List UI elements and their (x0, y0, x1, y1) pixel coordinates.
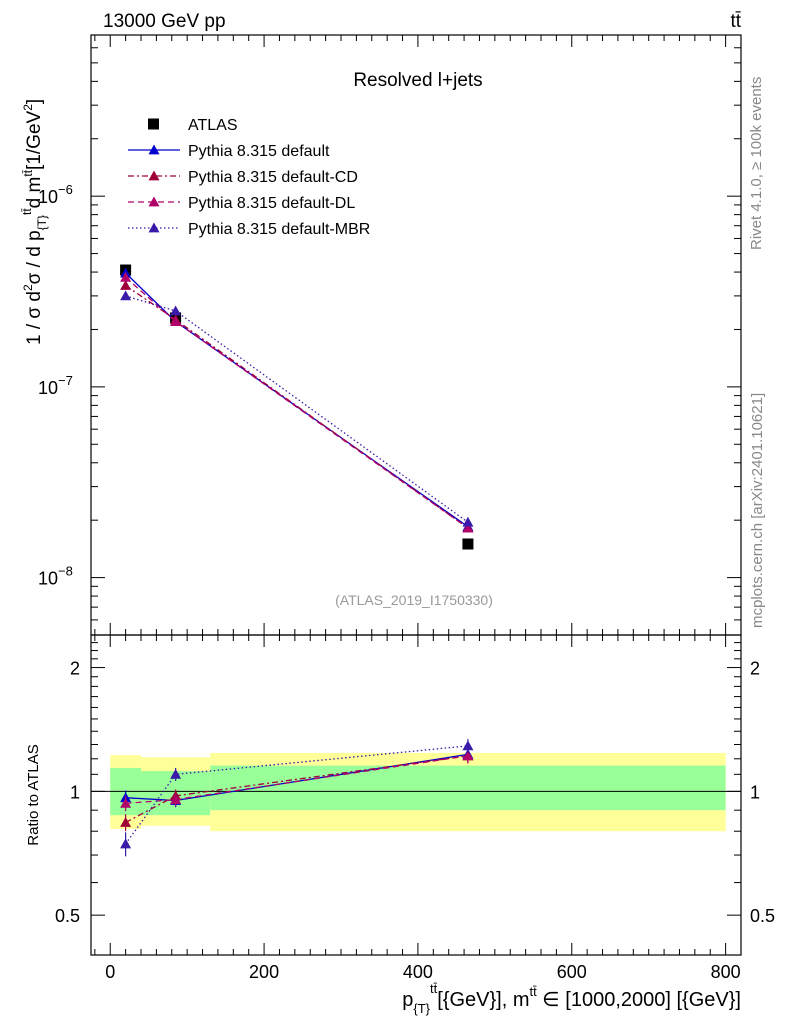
x-axis-label: p{T}tt̄[{GeV}], mtt̄ ∈ [1000,2000] [{GeV… (402, 981, 741, 1016)
legend-label: Pythia 8.315 default-CD (188, 169, 358, 186)
ratio-series-line (125, 745, 468, 845)
main-series (120, 264, 474, 550)
y-tick-base: 10 (38, 378, 58, 398)
ratio-marker (120, 816, 132, 827)
y-tick-label: 10−6 (38, 182, 73, 207)
ratio-y-axis-label: Ratio to ATLAS (25, 744, 42, 845)
header-process-label: tt̄ (730, 11, 741, 32)
xlabel-range: ∈ [1000,2000] [{GeV}] (537, 989, 741, 1011)
x-tick-label: 400 (403, 962, 433, 982)
ratio-uncertainty-bands (110, 752, 726, 832)
ratio-series (120, 739, 474, 857)
y-tick-base: 10 (38, 187, 58, 207)
axis-ticks (91, 34, 742, 956)
x-tick-label: 0 (105, 962, 115, 982)
series-marker (462, 522, 474, 533)
series-marker (120, 280, 132, 290)
ylabel-close: ] (24, 99, 45, 104)
ylabel-d: d m (24, 177, 45, 209)
x-tick-label: 600 (557, 962, 587, 982)
ylabel-sup2: 2 (21, 284, 35, 291)
ratio-tick-label-left: 2 (70, 659, 80, 679)
ratio-marker (170, 768, 182, 779)
y-tick-base: 10 (38, 569, 58, 589)
ratio-marker (120, 838, 132, 849)
ratio-plot-frame (90, 634, 742, 956)
ratio-tick-label-right: 0.5 (750, 906, 775, 926)
mcplots-label: mcplots.cern.ch [arXiv:2401.10621] (749, 393, 766, 628)
legend-marker (148, 196, 160, 207)
y-tick-exponent: −8 (58, 564, 73, 579)
ylabel-sup3: tt̄ (20, 208, 34, 215)
ratio-tick-label-left: 1 (70, 782, 80, 802)
ylabel-sup4: tt̄ (21, 169, 35, 176)
ratio-marker (462, 750, 474, 761)
legend-label: Pythia 8.315 default-DL (188, 195, 355, 212)
ratio-marker (462, 740, 474, 751)
x-tick-label: 800 (711, 962, 741, 982)
series-marker (462, 516, 474, 527)
series-marker (120, 290, 132, 301)
rivet-version-label: Rivet 4.1.0, ≥ 100k events (748, 77, 765, 250)
series-marker (170, 316, 182, 326)
ratio-tick-label-right: 2 (750, 659, 760, 679)
legend: ATLAS Pythia 8.315 default Pythia 8.315 de… (128, 117, 370, 238)
y-tick-exponent: −6 (58, 182, 73, 197)
x-tick-label: 200 (249, 962, 279, 982)
legend-label: Pythia 8.315 default (188, 143, 330, 160)
xlabel-psub: {T} (413, 1001, 430, 1016)
y-tick-exponent: −7 (58, 373, 73, 388)
series-line (125, 295, 469, 523)
ylabel-sub1: {T} (35, 215, 49, 230)
plot-title: Resolved l+jets (353, 70, 482, 91)
series-marker (170, 305, 182, 316)
xlabel-unit: [{GeV}], m (437, 989, 529, 1011)
legend-label: Pythia 8.315 default-MBR (188, 221, 370, 238)
ylabel-sup5: 2 (21, 104, 35, 111)
legend-marker (148, 144, 160, 155)
xlabel-psup: tt̄ (430, 981, 438, 996)
series-line (125, 276, 469, 529)
ylabel-mid: σ / d p (24, 230, 45, 284)
legend-label: ATLAS (188, 117, 238, 134)
y-tick-label: 10−7 (38, 373, 73, 398)
atlas-data-point (462, 538, 474, 550)
xlabel-msup: tt̄ (530, 984, 538, 999)
ylabel-unit: [1/GeV (24, 110, 45, 169)
ratio-tick-label-left: 0.5 (55, 906, 80, 926)
header-energy-label: 13000 GeV pp (103, 11, 226, 32)
xlabel-p: p (402, 989, 413, 1011)
ratio-marker (120, 797, 132, 808)
series-marker (120, 271, 132, 282)
legend-marker (148, 222, 160, 233)
ratio-tick-label-right: 1 (750, 782, 760, 802)
legend-marker-atlas (148, 118, 159, 130)
ratio-band-inner (210, 765, 726, 811)
analysis-watermark: (ATLAS_2019_I1750330) (335, 592, 493, 608)
y-tick-label: 10−8 (38, 564, 73, 589)
legend-marker (148, 170, 160, 181)
ratio-marker (170, 794, 182, 804)
ylabel-main: 1 / σ d (24, 291, 45, 345)
main-y-axis-label: 1 / σ d2σ / d p{T}tt̄d mtt̄[1/GeV2] (20, 99, 49, 345)
